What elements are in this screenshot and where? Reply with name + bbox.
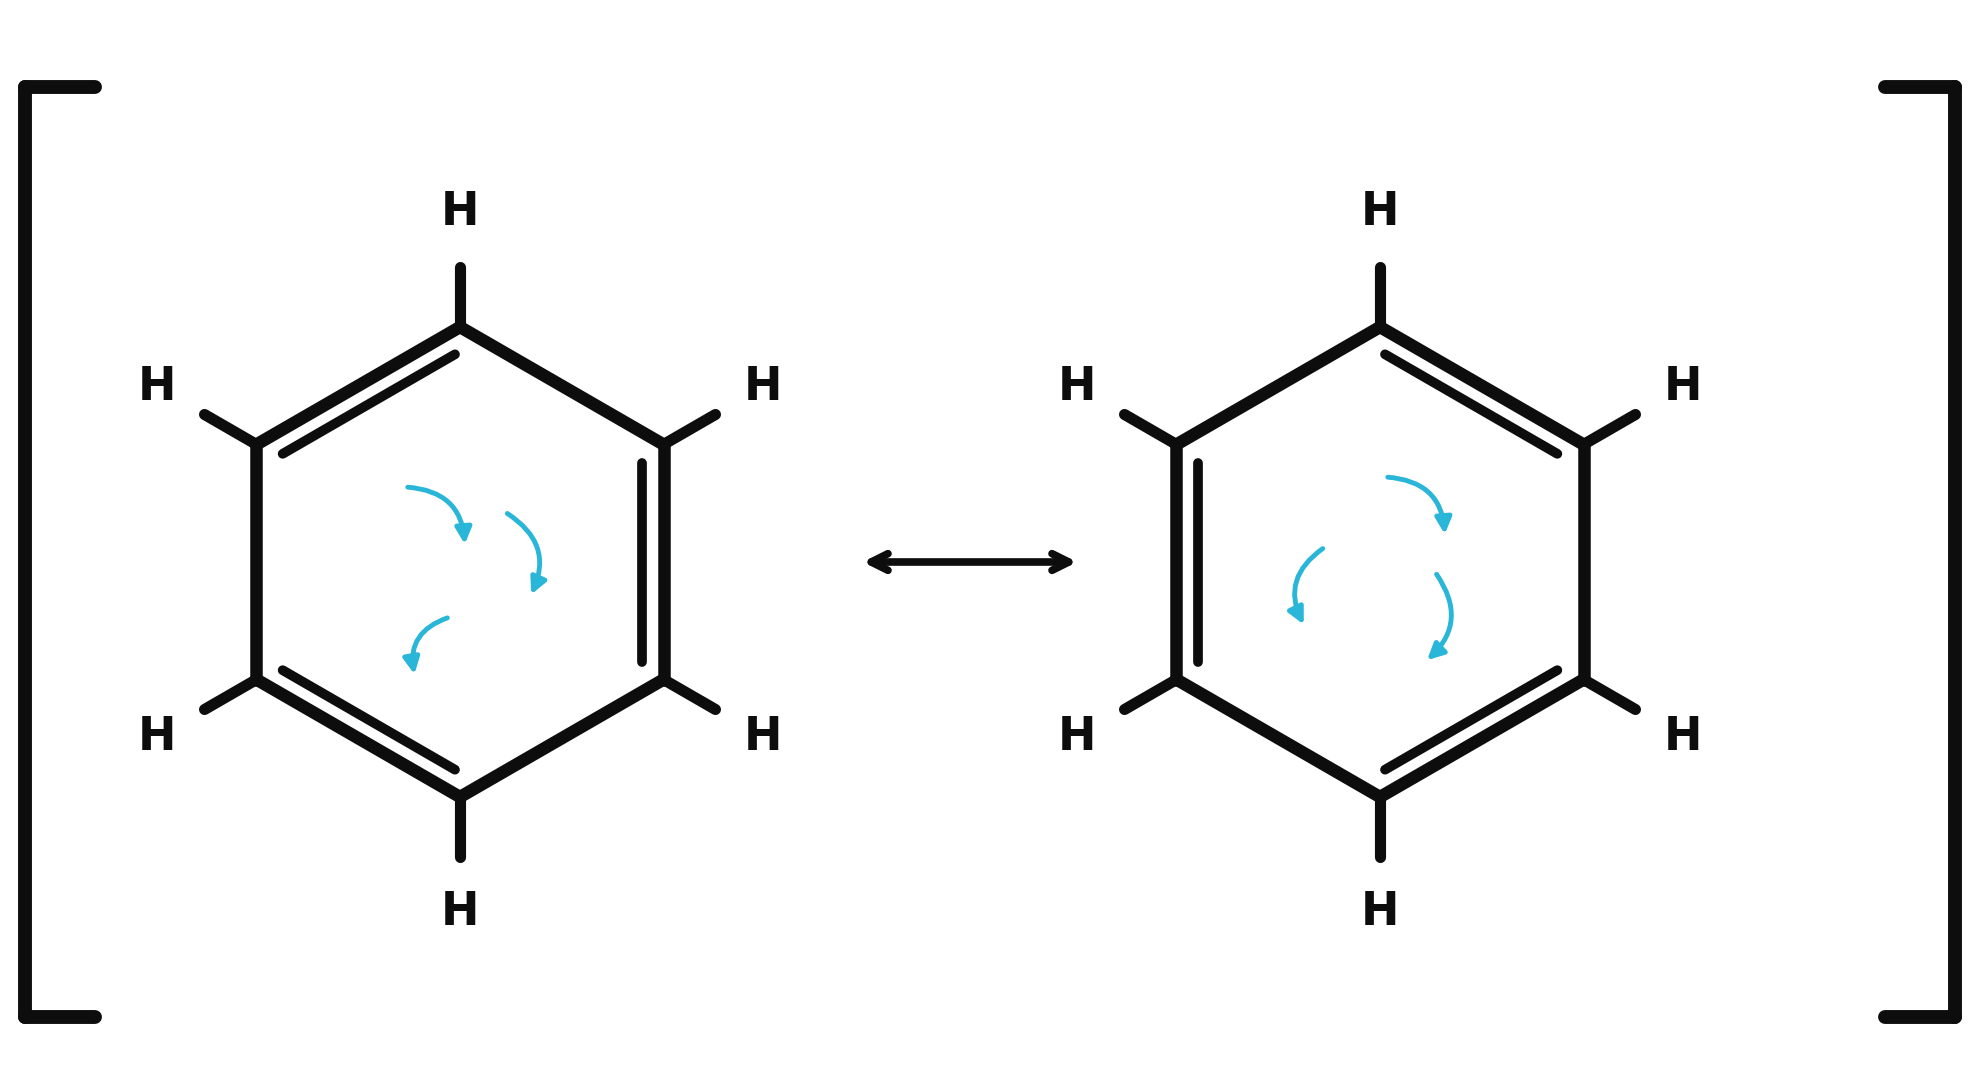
Text: H: H xyxy=(1057,715,1097,759)
FancyArrowPatch shape xyxy=(507,513,544,590)
Text: H: H xyxy=(744,364,782,410)
Text: H: H xyxy=(744,715,782,759)
FancyArrowPatch shape xyxy=(1432,575,1451,656)
Text: H: H xyxy=(1663,364,1703,410)
Text: H: H xyxy=(1360,890,1400,935)
FancyArrowPatch shape xyxy=(408,487,469,539)
Text: H: H xyxy=(442,190,479,235)
FancyArrowPatch shape xyxy=(404,617,447,669)
Text: H: H xyxy=(442,890,479,935)
Text: H: H xyxy=(139,715,176,759)
FancyArrowPatch shape xyxy=(871,553,1069,570)
Text: H: H xyxy=(1360,190,1400,235)
Text: H: H xyxy=(139,364,176,410)
Text: H: H xyxy=(1057,364,1097,410)
Text: H: H xyxy=(1663,715,1703,759)
FancyArrowPatch shape xyxy=(1388,477,1449,528)
FancyArrowPatch shape xyxy=(1289,549,1323,620)
